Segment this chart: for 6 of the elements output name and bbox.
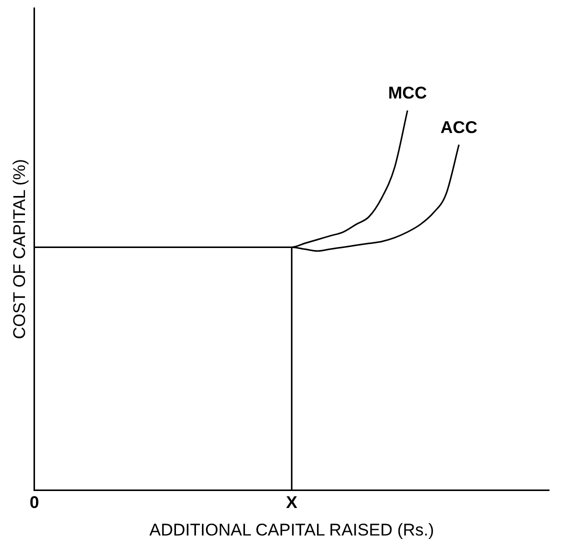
series-label: ACC [440,118,478,137]
x-axis-title: ADDITIONAL CAPITAL RAISED (Rs.) [149,520,434,540]
series-label: MCC [388,84,427,103]
x-tick-label: 0 [30,493,40,512]
x-tick-label: X [286,493,298,512]
y-axis-title: COST OF CAPITAL (%) [10,159,29,340]
